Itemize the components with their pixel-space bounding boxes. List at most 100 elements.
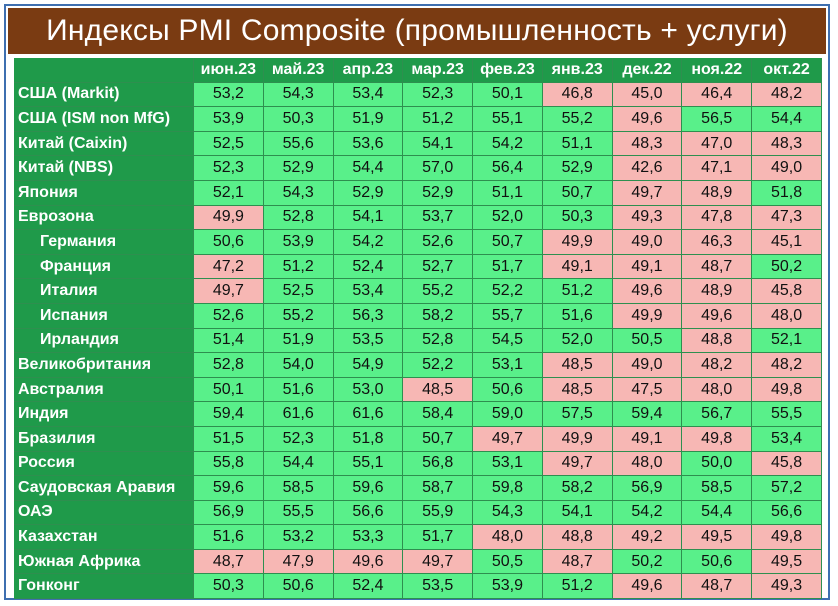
value-cell: 59,4 [194, 402, 264, 427]
value-cell: 48,3 [612, 131, 683, 157]
column-header: фев.23 [473, 58, 543, 83]
value-cell: 56,5 [682, 107, 753, 132]
row-label: Ирландия [14, 328, 194, 354]
value-cell: 48,7 [682, 574, 753, 600]
value-cell: 53,0 [333, 377, 404, 403]
table-row: Бразилия 51,5 52,3 51,8 50,7 49,7 49,9 49,1 49,8… [14, 426, 822, 452]
value-cell: 52,8 [403, 328, 474, 354]
value-cell: 61,6 [333, 402, 404, 427]
table-row: Еврозона 49,9 52,8 54,1 53,7 52,0 50,3 49,3 47,8… [14, 205, 822, 231]
value-cell: 51,1 [542, 131, 613, 157]
value-cell: 55,5 [263, 500, 334, 526]
value-cell: 49,7 [542, 451, 613, 477]
value-cell: 49,8 [752, 525, 822, 550]
value-cell: 58,5 [682, 476, 753, 501]
value-cell: 48,8 [542, 525, 613, 550]
table-row: Китай (Caixin) 52,5 55,6 53,6 54,1 54,2 51,1 48… [14, 131, 822, 157]
value-cell: 47,8 [682, 205, 753, 231]
value-cell: 53,6 [333, 131, 404, 157]
value-cell: 54,2 [612, 500, 683, 526]
value-cell: 49,6 [612, 574, 683, 600]
table-row: Австралия 50,1 51,6 53,0 48,5 50,6 48,5 47,5 48,… [14, 377, 822, 403]
value-cell: 54,3 [473, 500, 543, 526]
value-cell: 54,9 [333, 353, 404, 378]
pmi-table-container: июн.23 май.23 апр.23 мар.23 фев.23 янв.23 дек.… [14, 58, 822, 600]
value-cell: 49,7 [403, 549, 474, 575]
value-cell: 50,0 [682, 451, 753, 477]
value-cell: 45,1 [752, 230, 822, 255]
value-cell: 54,0 [263, 353, 334, 378]
value-cell: 49,2 [612, 525, 683, 550]
value-cell: 52,5 [263, 279, 334, 304]
value-cell: 48,7 [682, 254, 753, 280]
value-cell: 51,4 [194, 328, 264, 354]
value-cell: 50,7 [542, 180, 613, 206]
table-row: Казахстан 51,6 53,2 53,3 51,7 48,0 48,8 49,2 49,… [14, 525, 822, 550]
value-cell: 52,2 [403, 353, 474, 378]
value-cell: 45,8 [752, 279, 822, 304]
value-cell: 51,6 [263, 377, 334, 403]
value-cell: 56,6 [333, 500, 404, 526]
value-cell: 52,1 [752, 328, 822, 354]
value-cell: 59,8 [473, 476, 543, 501]
table-row: Китай (NBS) 52,3 52,9 54,4 57,0 56,4 52,9 42,6 4… [14, 156, 822, 181]
value-cell: 55,1 [473, 107, 543, 132]
value-cell: 59,4 [612, 402, 683, 427]
value-cell: 59,6 [333, 476, 404, 501]
value-cell: 56,9 [612, 476, 683, 501]
value-cell: 50,6 [682, 549, 753, 575]
table-row: Саудовская Аравия 59,6 58,5 59,6 58,7 59,8 58,… [14, 476, 822, 501]
value-cell: 50,3 [194, 574, 264, 600]
value-cell: 50,5 [612, 328, 683, 354]
value-cell: 52,4 [333, 254, 404, 280]
value-cell: 52,9 [333, 180, 404, 206]
value-cell: 52,7 [403, 254, 474, 280]
row-label: Италия [14, 279, 194, 304]
value-cell: 54,4 [682, 500, 753, 526]
value-cell: 52,6 [194, 303, 264, 329]
value-cell: 52,9 [403, 180, 474, 206]
value-cell: 51,9 [333, 107, 404, 132]
value-cell: 56,7 [682, 402, 753, 427]
value-cell: 51,1 [473, 180, 543, 206]
row-label: Испания [14, 303, 194, 329]
value-cell: 49,8 [682, 426, 753, 452]
value-cell: 54,1 [403, 131, 474, 157]
value-cell: 56,6 [752, 500, 822, 526]
column-header: ноя.22 [682, 58, 753, 83]
value-cell: 58,2 [403, 303, 474, 329]
value-cell: 50,2 [752, 254, 822, 280]
value-cell: 51,2 [263, 254, 334, 280]
value-cell: 49,9 [542, 426, 613, 452]
value-cell: 49,5 [752, 549, 822, 575]
value-cell: 53,4 [752, 426, 822, 452]
header-row: июн.23 май.23 апр.23 мар.23 фев.23 янв.23 дек.… [14, 58, 822, 83]
row-label: Австралия [14, 377, 194, 403]
table-row: Россия 55,8 54,4 55,1 56,8 53,1 49,7 48,0 50,0 45… [14, 451, 822, 477]
value-cell: 54,1 [542, 500, 613, 526]
value-cell: 53,3 [333, 525, 404, 550]
value-cell: 46,4 [682, 82, 753, 108]
table-row: ОАЭ 56,9 55,5 56,6 55,9 54,3 54,1 54,2 54,4 56,6 [14, 500, 822, 526]
value-cell: 49,1 [612, 254, 683, 280]
value-cell: 48,0 [612, 451, 683, 477]
row-label: Япония [14, 180, 194, 206]
value-cell: 50,1 [194, 377, 264, 403]
row-label: ОАЭ [14, 500, 194, 526]
value-cell: 52,2 [473, 279, 543, 304]
row-label: Россия [14, 451, 194, 477]
row-label: Индия [14, 402, 194, 427]
value-cell: 56,4 [473, 156, 543, 181]
value-cell: 58,5 [263, 476, 334, 501]
column-header: июн.23 [194, 58, 264, 83]
value-cell: 47,0 [682, 131, 753, 157]
value-cell: 55,1 [333, 451, 404, 477]
value-cell: 50,3 [263, 107, 334, 132]
value-cell: 53,5 [333, 328, 404, 354]
value-cell: 49,7 [612, 180, 683, 206]
value-cell: 53,2 [194, 82, 264, 108]
value-cell: 57,0 [403, 156, 474, 181]
value-cell: 49,0 [612, 230, 683, 255]
value-cell: 54,3 [263, 82, 334, 108]
value-cell: 48,0 [473, 525, 543, 550]
